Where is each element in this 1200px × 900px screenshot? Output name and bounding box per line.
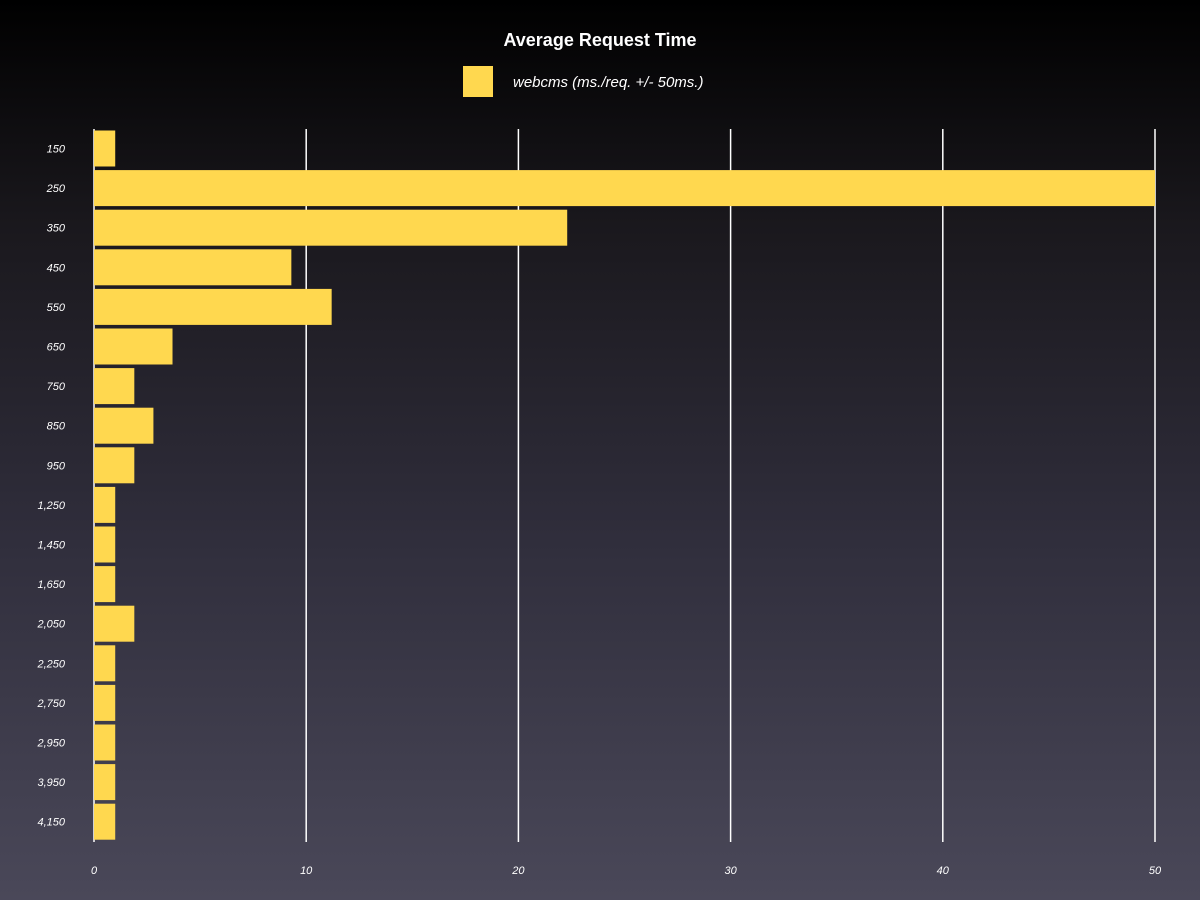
x-tick-label: 0: [91, 865, 98, 877]
y-tick-label: 350: [47, 223, 66, 235]
bar-650: [94, 328, 173, 365]
y-tick-label: 150: [47, 144, 66, 156]
legend-label: webcms (ms./req. +/- 50ms.): [513, 74, 703, 91]
bar-350: [94, 209, 568, 246]
bar-850: [94, 407, 154, 444]
x-tick-label: 40: [937, 865, 950, 877]
chart-title: Average Request Time: [503, 30, 696, 50]
y-tick-label: 950: [47, 460, 66, 472]
x-tick-label: 30: [724, 865, 737, 877]
y-tick-label: 850: [47, 421, 66, 433]
bar-950: [94, 447, 135, 484]
y-axis-labels: 150 250 350 450 550 650 750 850 950 1,250 1,450 1,6…: [36, 144, 65, 829]
x-tick-label: 10: [300, 865, 313, 877]
bar-750: [94, 368, 135, 405]
y-tick-label: 2,750: [36, 698, 65, 710]
y-tick-label: 2,050: [36, 619, 65, 631]
y-tick-label: 1,650: [37, 579, 65, 591]
x-tick-label: 20: [511, 865, 525, 877]
y-tick-label: 450: [47, 262, 66, 274]
bar-2,950: [94, 724, 116, 761]
bar-2,750: [94, 684, 116, 721]
bar-250: [94, 170, 1155, 207]
bar-550: [94, 288, 332, 325]
y-tick-label: 750: [47, 381, 66, 393]
legend-swatch: [463, 66, 493, 97]
y-tick-label: 1,250: [37, 500, 65, 512]
bar-2,050: [94, 605, 135, 642]
y-tick-label: 2,950: [36, 738, 65, 750]
x-axis-labels: 0 10 20 30 40 50: [91, 865, 1162, 877]
bar-4,150: [94, 803, 116, 840]
bar-1,250: [94, 486, 116, 523]
y-tick-label: 2,250: [36, 658, 65, 670]
bar-3,950: [94, 764, 116, 801]
legend: webcms (ms./req. +/- 50ms.): [463, 66, 703, 97]
y-tick-label: 1,450: [37, 540, 65, 552]
bar-150: [94, 130, 116, 167]
bar-450: [94, 249, 292, 286]
bars: [94, 130, 1155, 840]
x-tick-label: 50: [1149, 865, 1162, 877]
y-tick-label: 550: [47, 302, 66, 314]
bar-1,450: [94, 526, 116, 563]
bar-2,250: [94, 645, 116, 682]
bar-1,650: [94, 566, 116, 603]
y-tick-label: 4,150: [37, 817, 65, 829]
y-tick-label: 650: [47, 342, 66, 354]
y-tick-label: 250: [46, 183, 66, 195]
y-tick-label: 3,950: [37, 777, 65, 789]
grid-lines: [93, 129, 1156, 842]
